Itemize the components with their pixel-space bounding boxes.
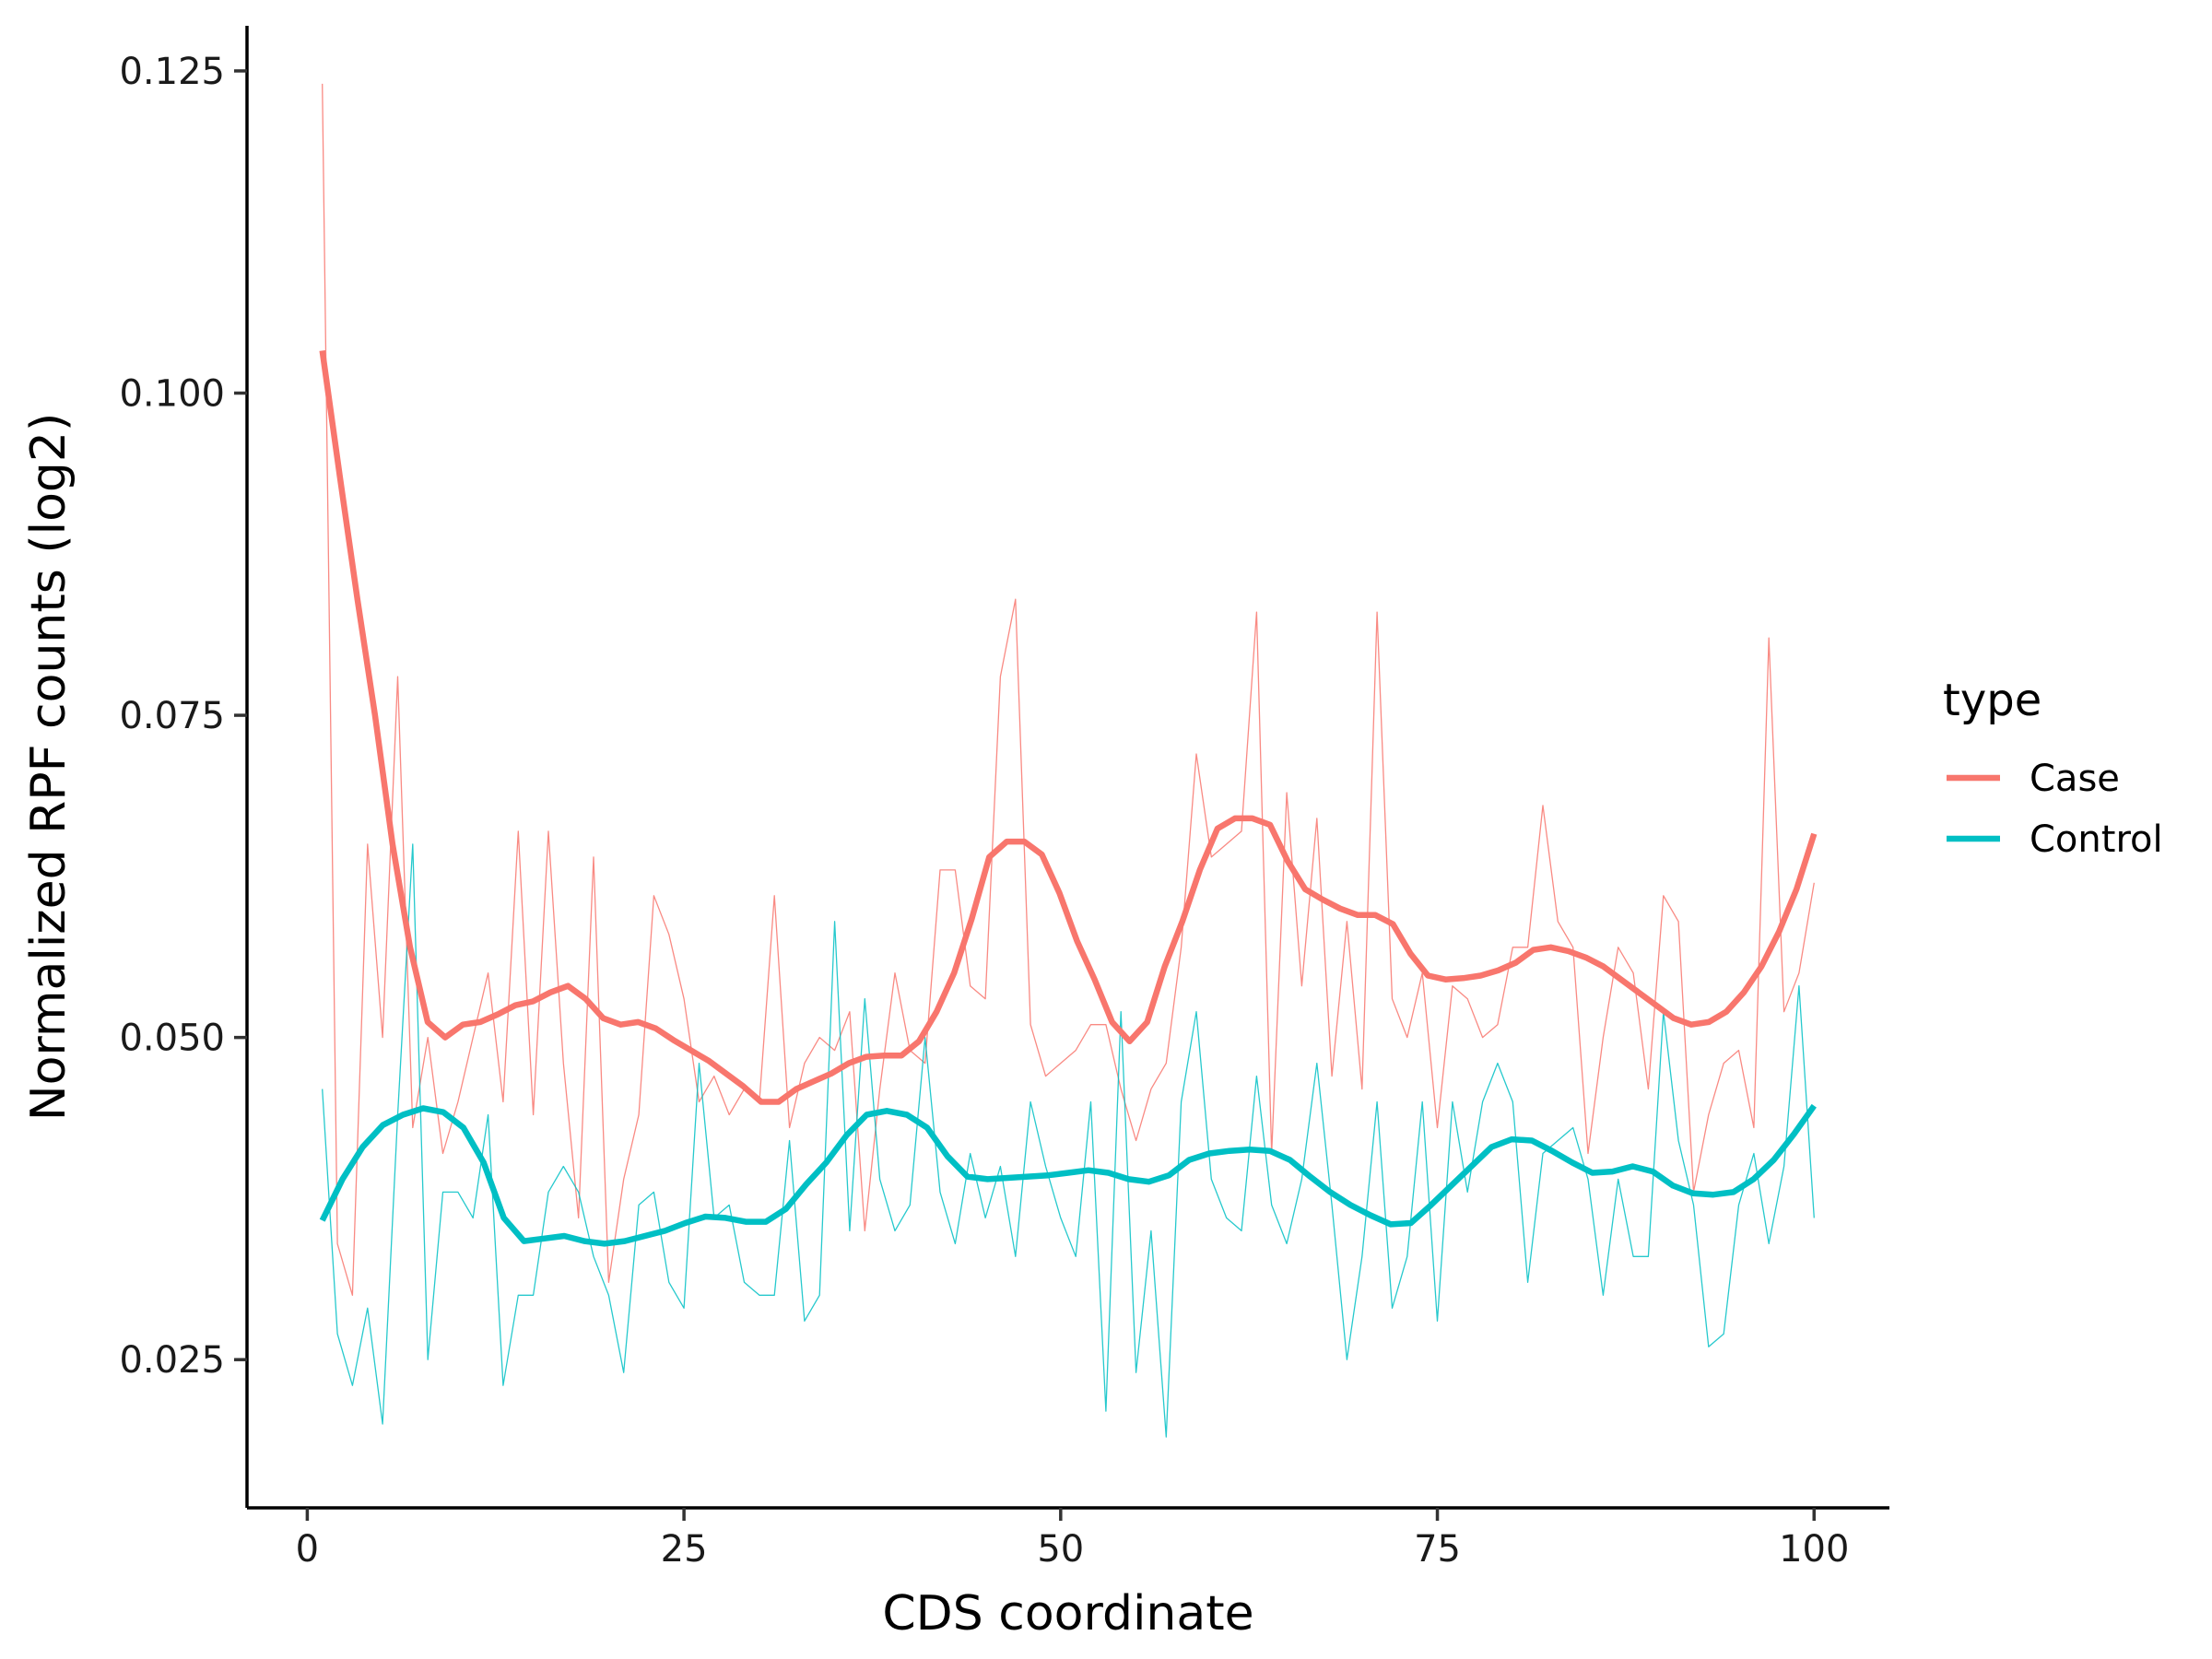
series-smooth-line-control <box>319 1103 1817 1247</box>
series-raw-line-control <box>322 843 1815 1438</box>
x-axis-ticks: 0 25 50 75 100 <box>296 1508 1849 1571</box>
y-tick-label: 0.025 <box>119 1339 225 1382</box>
legend-label-case: Case <box>2030 758 2120 800</box>
legend-label-control: Control <box>2030 818 2163 861</box>
raw-lines-layer <box>322 83 1815 1438</box>
y-tick-label: 0.125 <box>119 51 225 93</box>
x-tick-label: 50 <box>1037 1528 1084 1571</box>
x-tick-label: 75 <box>1414 1528 1461 1571</box>
smooth-lines-layer <box>319 349 1818 1247</box>
legend: type Case Control <box>1943 675 2163 861</box>
y-axis-ticks: 0.025 0.050 0.075 0.100 0.125 <box>119 51 247 1382</box>
x-tick-label: 100 <box>1779 1528 1849 1571</box>
y-axis-title: Normalized RPF counts (log2) <box>21 413 76 1122</box>
x-tick-label: 0 <box>296 1528 319 1571</box>
x-tick-label: 25 <box>661 1528 708 1571</box>
y-tick-label: 0.100 <box>119 373 225 416</box>
y-tick-label: 0.050 <box>119 1018 225 1060</box>
legend-entries: Case Control <box>1947 758 2163 861</box>
series-smooth-line-case <box>319 349 1818 1105</box>
x-axis-title: CDS coordinate <box>882 1586 1253 1641</box>
y-tick-label: 0.075 <box>119 695 225 737</box>
legend-title: type <box>1943 675 2041 726</box>
series-raw-line-case <box>322 83 1815 1296</box>
